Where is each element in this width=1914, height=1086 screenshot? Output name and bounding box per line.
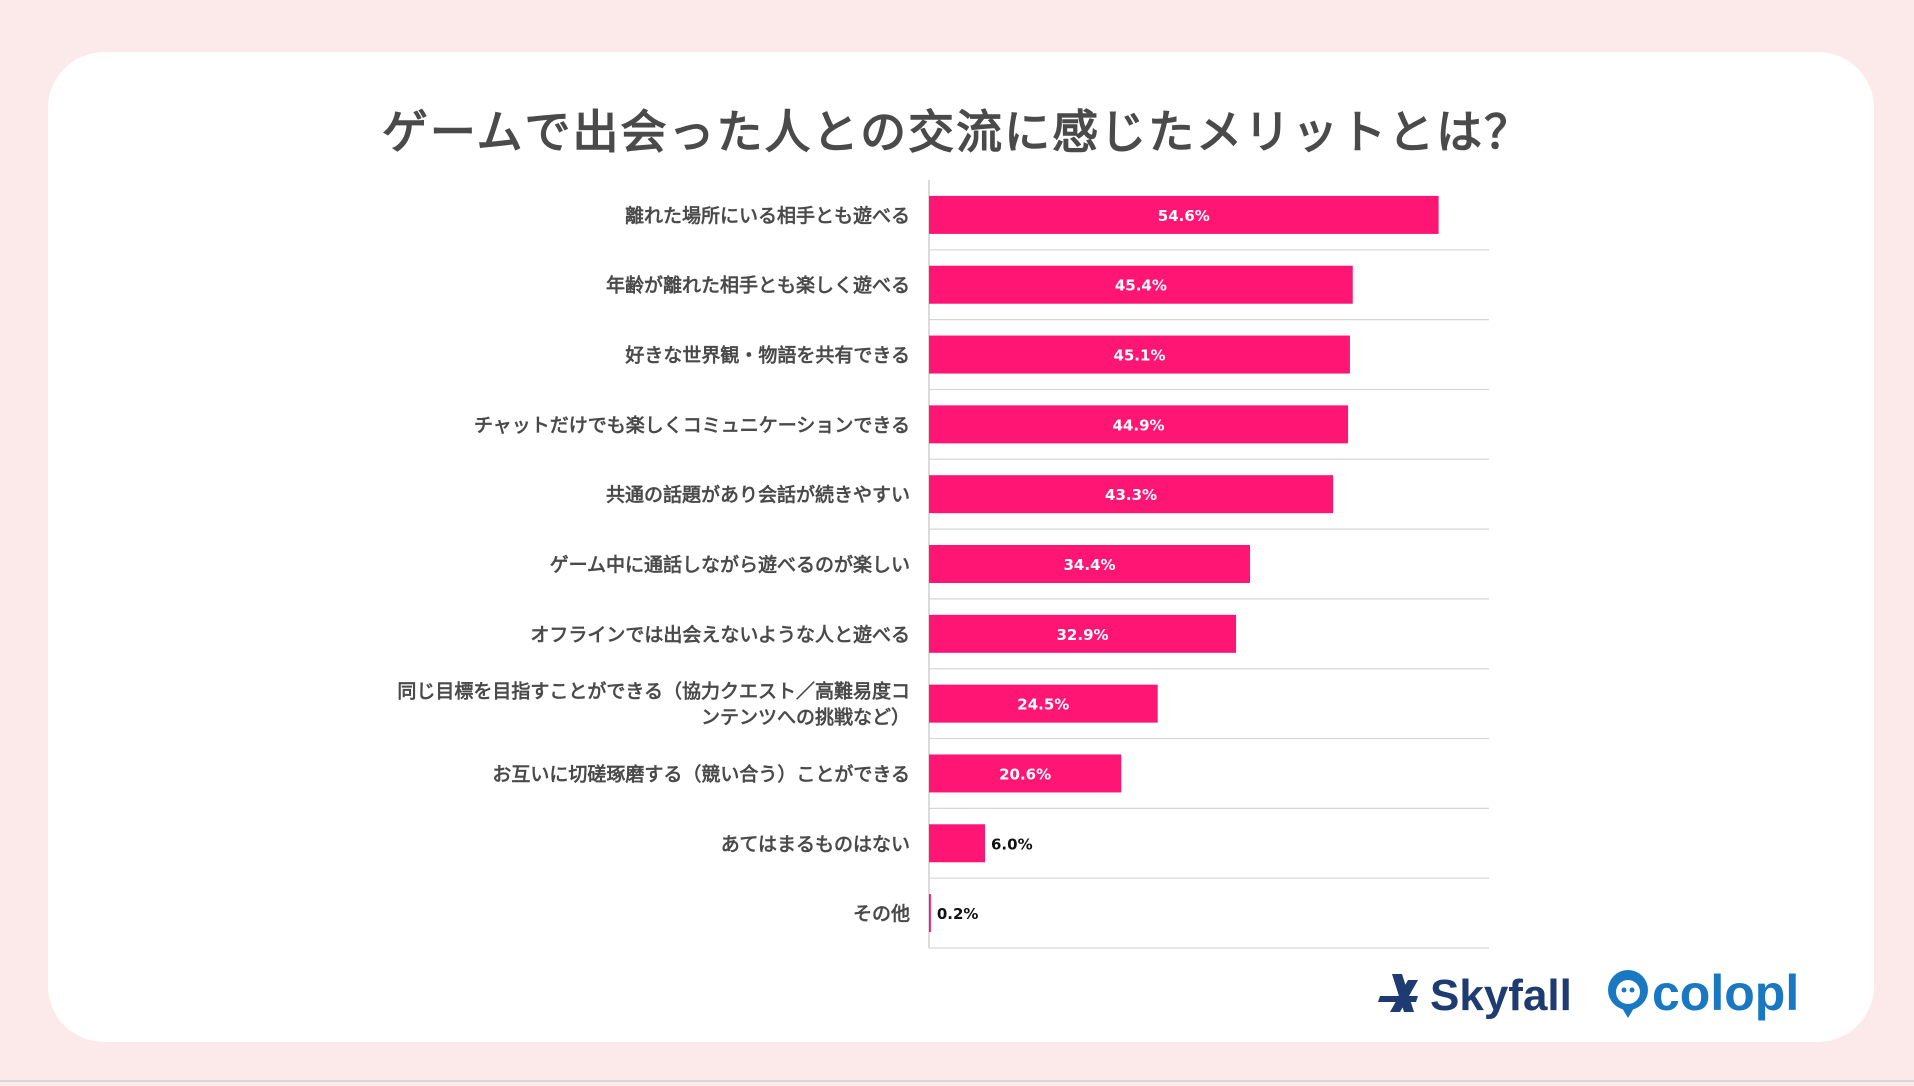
bar xyxy=(929,684,1158,723)
bar xyxy=(929,335,1350,374)
colopl-mascot-icon xyxy=(1608,970,1648,1018)
bar xyxy=(929,475,1334,514)
category-label: 離れた場所にいる相手とも遊べる xyxy=(625,204,910,227)
value-label: 44.9% xyxy=(1113,416,1165,434)
bar xyxy=(929,824,985,863)
value-label: 43.3% xyxy=(1105,486,1157,504)
value-label: 54.6% xyxy=(1158,207,1210,225)
bar xyxy=(929,545,1251,583)
value-label: 45.1% xyxy=(1113,347,1165,365)
chart-title: ゲームで出会った人との交流に感じたメリットとは？ xyxy=(381,105,1533,159)
bar xyxy=(929,754,1122,793)
value-label: 32.9% xyxy=(1057,626,1109,644)
category-label: あてはまるものはない xyxy=(721,833,910,855)
skyfall-star-icon xyxy=(1378,974,1418,1012)
colopl-wordmark: colopl xyxy=(1652,965,1799,1021)
bar xyxy=(929,405,1349,444)
skyfall-wordmark: Skyfall xyxy=(1430,971,1572,1020)
value-label: 0.2% xyxy=(937,905,979,923)
bar xyxy=(929,894,931,933)
bar xyxy=(929,614,1237,653)
colopl-logo: colopl xyxy=(1608,965,1799,1021)
value-label: 34.4% xyxy=(1064,556,1116,574)
value-label: 6.0% xyxy=(991,835,1033,853)
category-label: お互いに切磋琢磨する（競い合う）ことができる xyxy=(492,762,910,785)
bottom-divider xyxy=(0,1080,1914,1082)
value-label: 20.6% xyxy=(999,765,1051,783)
category-label: 年齢が離れた相手とも楽しく遊べる xyxy=(606,274,910,297)
category-label: その他 xyxy=(853,902,910,925)
value-label: 24.5% xyxy=(1017,696,1069,714)
value-label: 45.4% xyxy=(1115,277,1167,295)
category-label: 同じ目標を目指すことができる（協力クエスト／高難易度コンテンツへの挑戦など） xyxy=(397,680,910,729)
category-label: ゲーム中に通話しながら遊べるのが楽しい xyxy=(550,553,910,576)
bar xyxy=(929,265,1353,304)
skyfall-logo: Skyfall xyxy=(1378,971,1572,1020)
category-label: オフラインでは出会えないような人と遊べる xyxy=(530,623,910,646)
category-label: 共通の話題があり会話が続きやすい xyxy=(606,483,910,506)
bar xyxy=(929,195,1439,234)
category-label: チャットだけでも楽しくコミュニケーションできる xyxy=(474,413,910,436)
category-label: 好きな世界観・物語を共有できる xyxy=(624,344,910,367)
